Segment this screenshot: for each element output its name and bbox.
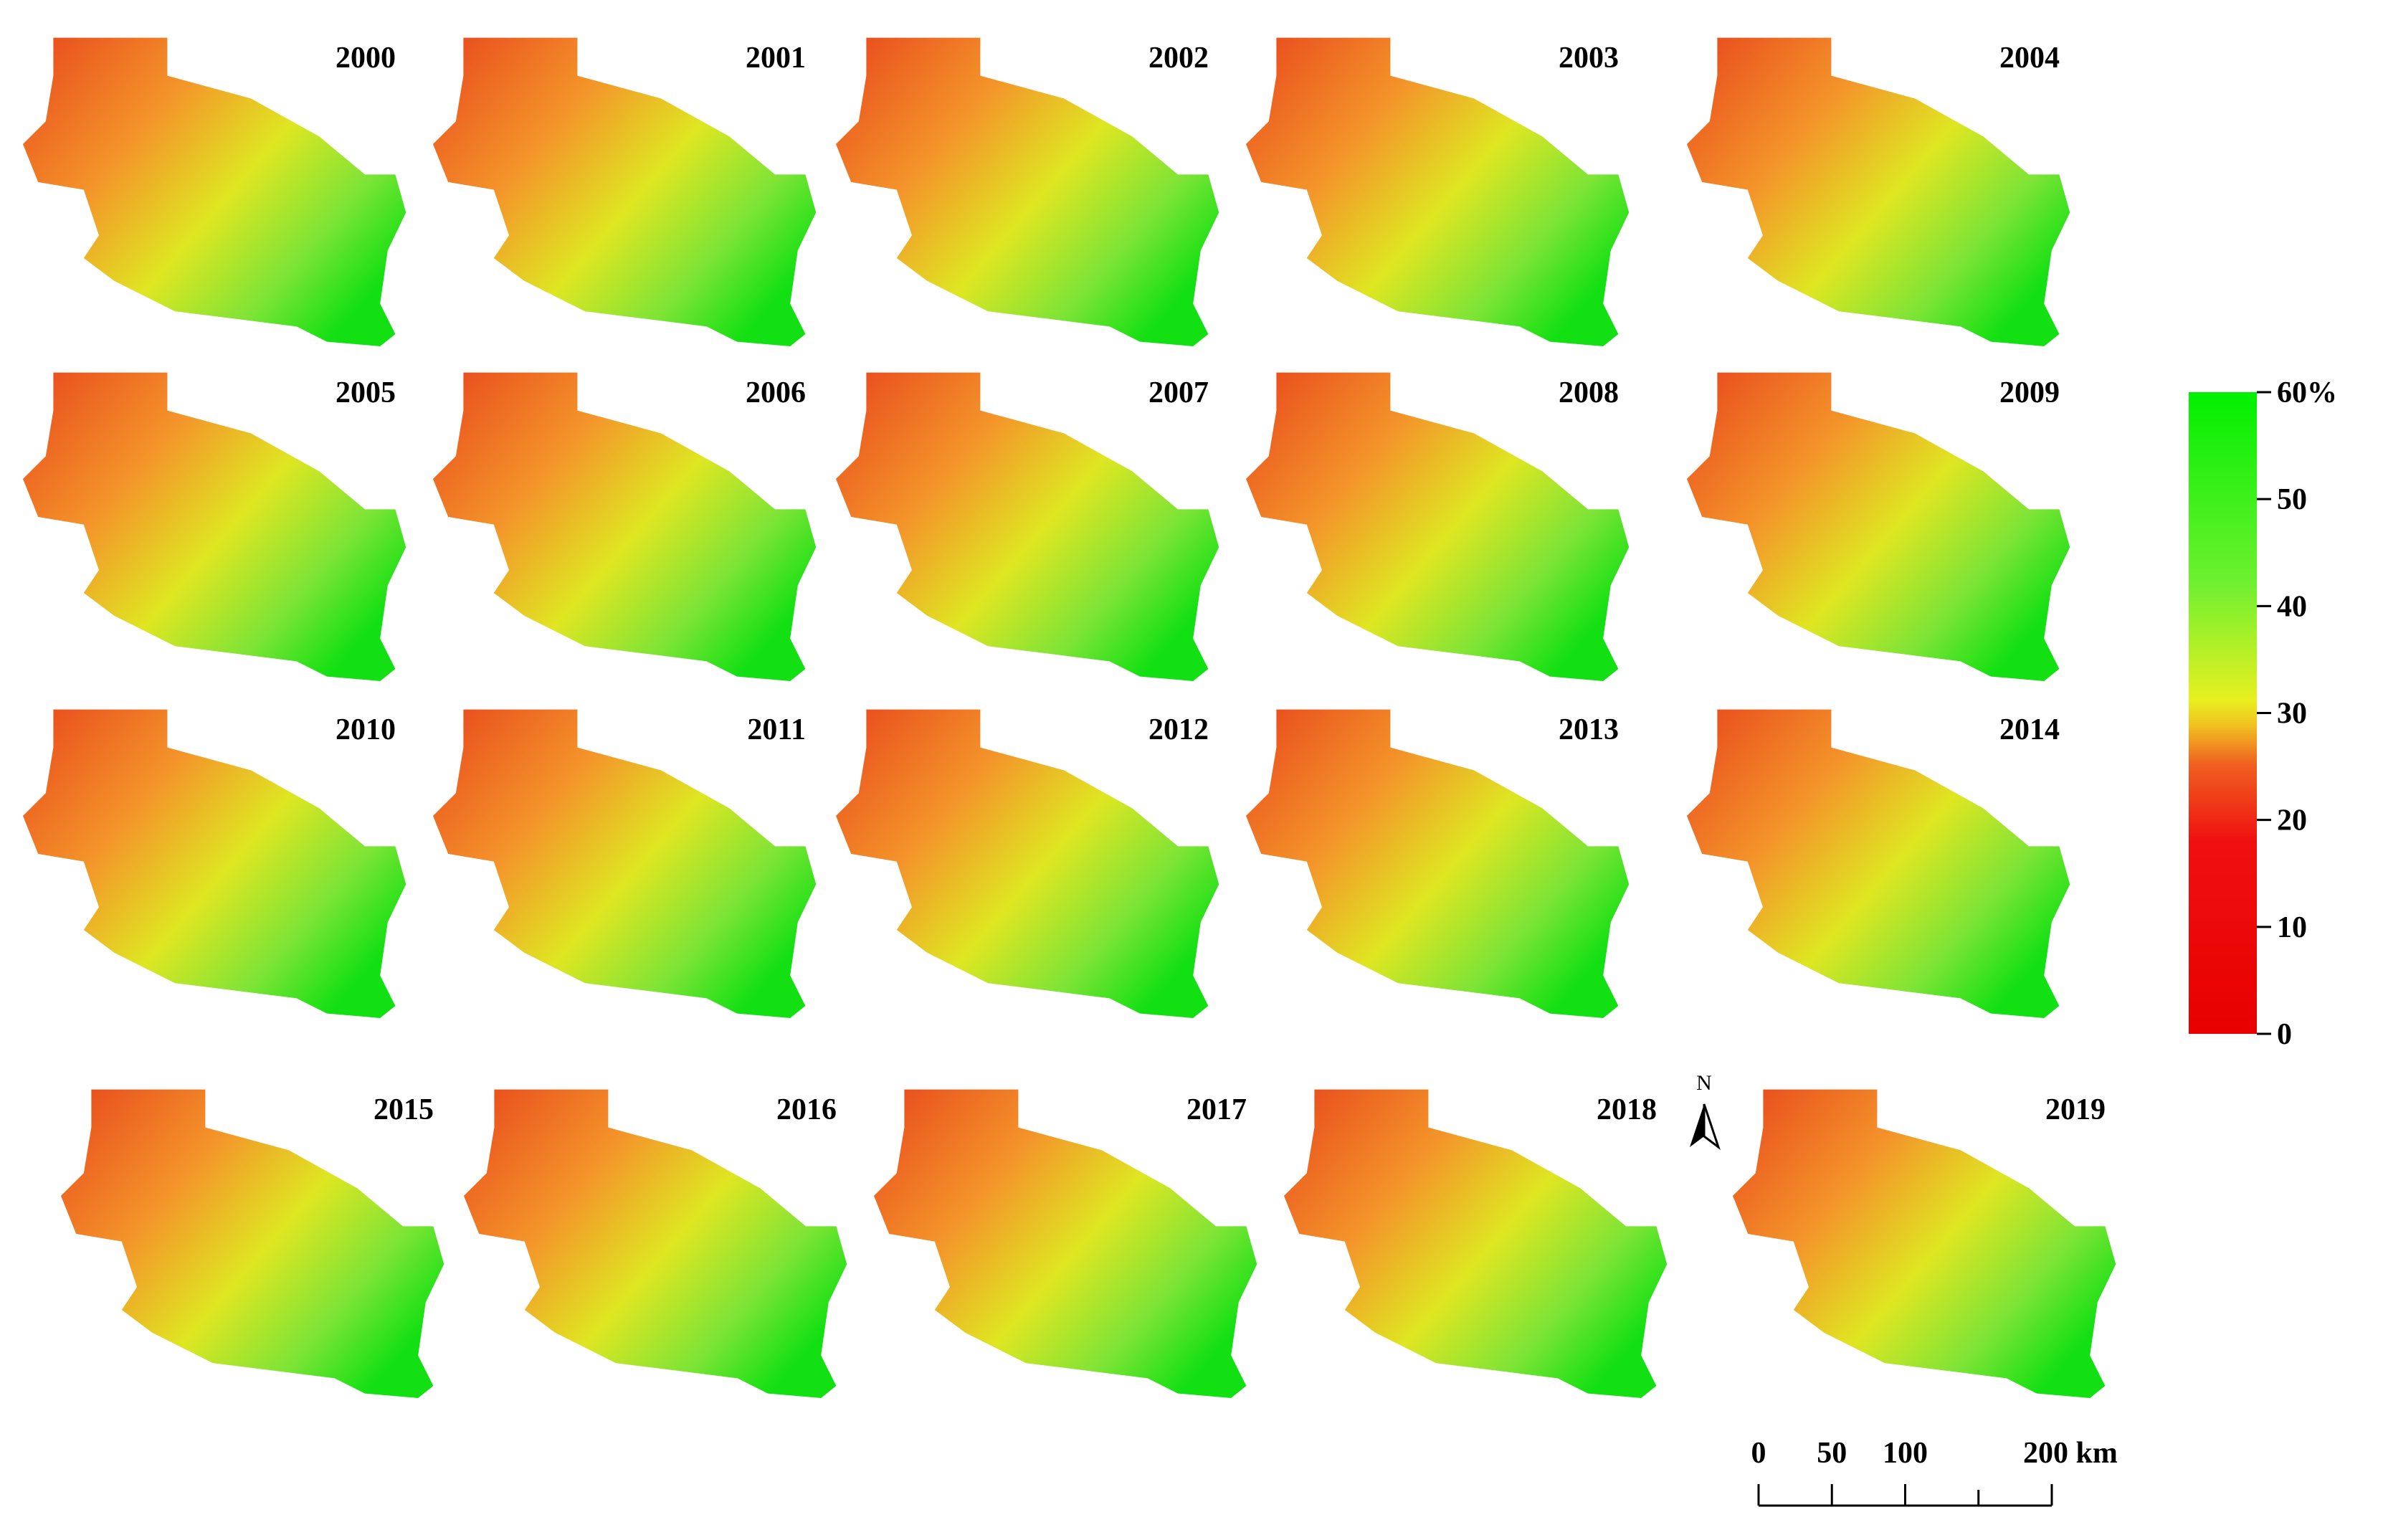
region-map bbox=[1733, 1089, 2116, 1398]
region-map bbox=[433, 37, 817, 346]
region-map bbox=[433, 709, 817, 1018]
arrow-right bbox=[1703, 1103, 1721, 1151]
region-map bbox=[23, 709, 406, 1018]
region-map bbox=[874, 1089, 1257, 1398]
region-map bbox=[464, 1089, 847, 1398]
map-panel: 2019 bbox=[1733, 1089, 2116, 1398]
map-panel: 2008 bbox=[1246, 372, 1630, 681]
map-panel: 2005 bbox=[23, 372, 406, 681]
map-panel: 2016 bbox=[464, 1089, 847, 1398]
arrow-left bbox=[1690, 1104, 1704, 1147]
region-map bbox=[836, 709, 1219, 1018]
map-panels: 2000 2001 2002 2003 2004 2005 2006 2007 2008 2009… bbox=[23, 37, 2116, 1398]
year-label: 2010 bbox=[336, 713, 396, 746]
map-panel: 2004 bbox=[1687, 37, 2070, 346]
colorbar-tick-label: 30 bbox=[2277, 698, 2307, 731]
year-label: 2019 bbox=[2045, 1093, 2106, 1126]
year-label: 2002 bbox=[1148, 42, 1209, 75]
region-map bbox=[23, 37, 406, 346]
region-map bbox=[1687, 372, 2070, 681]
map-panel: 2002 bbox=[836, 37, 1219, 346]
scale-label: 100 bbox=[1883, 1437, 1928, 1470]
map-panel: 2018 bbox=[1284, 1089, 1668, 1398]
map-panel: 2001 bbox=[433, 37, 817, 346]
region-map bbox=[1246, 709, 1630, 1018]
year-label: 2000 bbox=[336, 42, 396, 75]
scale-bar: 0 50 100 200 km bbox=[1751, 1437, 2118, 1507]
colorbar-tick-label: 20 bbox=[2277, 804, 2307, 837]
year-label: 2016 bbox=[776, 1093, 837, 1126]
year-label: 2009 bbox=[1999, 376, 2060, 409]
year-label: 2011 bbox=[747, 713, 806, 746]
colorbar-tick-label: 50 bbox=[2277, 483, 2307, 516]
colorbar-tick-label: 40 bbox=[2277, 590, 2307, 623]
map-panel: 2013 bbox=[1246, 709, 1630, 1018]
year-label: 2012 bbox=[1148, 713, 1209, 746]
scale-label: 200 km bbox=[2023, 1437, 2118, 1470]
region-map bbox=[1687, 709, 2070, 1018]
map-panel: 2014 bbox=[1687, 709, 2070, 1018]
year-label: 2006 bbox=[746, 376, 806, 409]
map-panel: 2017 bbox=[874, 1089, 1257, 1398]
region-map bbox=[61, 1089, 444, 1398]
colorbar-gradient bbox=[2189, 392, 2257, 1034]
year-label: 2013 bbox=[1559, 713, 1619, 746]
year-label: 2005 bbox=[336, 376, 396, 409]
year-label: 2014 bbox=[1999, 713, 2060, 746]
map-panel: 2012 bbox=[836, 709, 1219, 1018]
map-panel: 2000 bbox=[23, 37, 406, 346]
year-label: 2008 bbox=[1559, 376, 1619, 409]
region-map bbox=[1687, 37, 2070, 346]
map-panel: 2003 bbox=[1246, 37, 1630, 346]
colorbar: 0 10 20 30 40 50 60% bbox=[2189, 376, 2337, 1051]
scale-label: 50 bbox=[1817, 1437, 1847, 1470]
map-panel: 2011 bbox=[433, 709, 817, 1018]
colorbar-tick-label: 0 bbox=[2277, 1018, 2292, 1051]
year-label: 2001 bbox=[746, 42, 806, 75]
year-label: 2003 bbox=[1559, 42, 1619, 75]
map-panel: 2009 bbox=[1687, 372, 2070, 681]
map-panel: 2010 bbox=[23, 709, 406, 1018]
scale-label: 0 bbox=[1751, 1437, 1766, 1470]
colorbar-tick-label: 60% bbox=[2277, 376, 2337, 409]
region-map bbox=[1284, 1089, 1668, 1398]
year-label: 2015 bbox=[374, 1093, 434, 1126]
region-map bbox=[1246, 37, 1630, 346]
region-map bbox=[433, 372, 817, 681]
colorbar-tick-label: 10 bbox=[2277, 911, 2307, 944]
map-panel: 2007 bbox=[836, 372, 1219, 681]
year-label: 2018 bbox=[1597, 1093, 1657, 1126]
region-map bbox=[836, 372, 1219, 681]
year-label: 2007 bbox=[1148, 376, 1209, 409]
year-label: 2017 bbox=[1186, 1093, 1247, 1126]
north-label: N bbox=[1696, 1071, 1712, 1095]
map-panel: 2006 bbox=[433, 372, 817, 681]
region-map bbox=[1246, 372, 1630, 681]
north-arrow: N bbox=[1690, 1071, 1721, 1151]
map-panel: 2015 bbox=[61, 1089, 444, 1398]
region-map bbox=[23, 372, 406, 681]
year-label: 2004 bbox=[1999, 42, 2060, 75]
region-map bbox=[836, 37, 1219, 346]
